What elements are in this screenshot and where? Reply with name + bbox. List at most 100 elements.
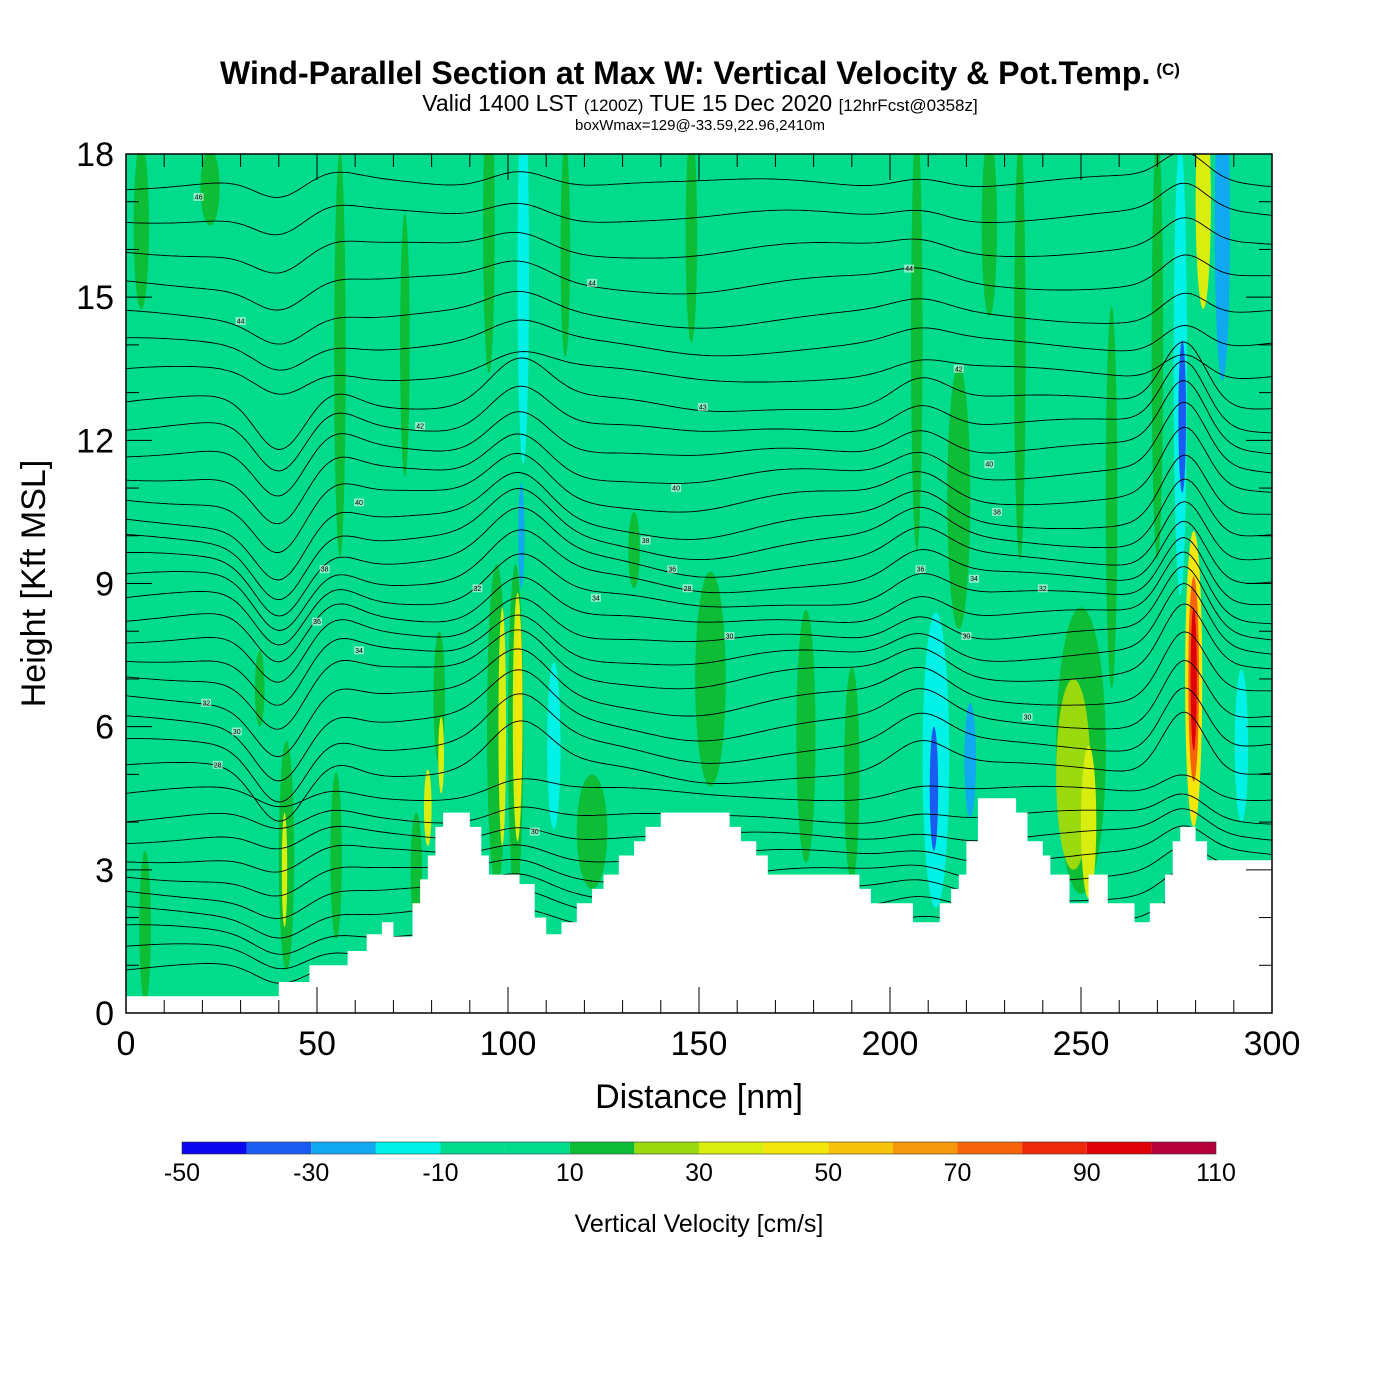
isentrope-label-24: 36: [917, 567, 925, 574]
w-feature-39: [929, 726, 939, 851]
isentrope-label-bg-17: [682, 584, 693, 593]
x-axis-label: Distance [nm]: [595, 1078, 803, 1116]
forecast-info: [12hrFcst@0358z]: [838, 96, 978, 115]
isentrope-label-bg-2: [415, 422, 426, 431]
isentrope-21: [126, 478, 1272, 601]
isentrope-label-15: 38: [642, 538, 650, 545]
valid-date: TUE 15 Dec 2020: [649, 90, 833, 116]
w-feature-7: [334, 154, 346, 558]
x-tick-label-200: 200: [862, 1025, 919, 1063]
isentrope-26: [126, 360, 1272, 472]
isentrope-label-bg-28: [1022, 713, 1033, 722]
y-tick-label-18: 18: [76, 136, 114, 174]
isentrope-9: [126, 774, 1272, 808]
isentrope-16: [126, 566, 1272, 683]
isentrope-label-4: 38: [321, 567, 329, 574]
isentrope-29: [126, 319, 1272, 371]
isentrope-label-bg-5: [312, 617, 322, 626]
w-feature-21: [536, 154, 549, 274]
w-feature-19: [517, 154, 530, 465]
w-feature-41: [947, 366, 971, 629]
isentrope-label-bg-22: [984, 460, 995, 469]
isentrope-label-0: 46: [195, 194, 203, 201]
isentrope-label-1: 44: [237, 319, 245, 326]
isentrope-label-bg-4: [319, 565, 330, 574]
y-tick-label-12: 12: [76, 422, 114, 460]
colorbar-frame: [181, 1141, 1217, 1155]
w-feature-56: [1195, 154, 1211, 310]
colorbar-bin-2: [311, 1142, 376, 1154]
w-feature-42: [970, 301, 986, 484]
colorbar-bin-10: [828, 1142, 893, 1154]
colorbar-bin-3: [375, 1142, 441, 1154]
w-feature-3: [254, 650, 265, 727]
isentrope-label-bg-25: [969, 574, 980, 583]
w-feature-27: [576, 774, 608, 889]
isentrope-23: [126, 426, 1272, 553]
isentrope-label-11: 30: [531, 829, 539, 836]
isentrope-label-bg-24: [915, 565, 926, 574]
isentrope-11: [126, 687, 1272, 803]
isentrope-label-bg-18: [590, 593, 601, 602]
box-wmax-info: boxWmax=129@-33.59,22.96,2410m: [575, 117, 825, 134]
isentrope-label-9: 28: [214, 762, 222, 769]
isentrope-labels: 46 44 42 40 38 36 34 32 30 28 32 30 44 43 40 38 36 28 34 30…: [193, 192, 1048, 836]
isentrope-label-bg-7: [201, 698, 212, 707]
isentrope-label-25: 34: [970, 576, 978, 583]
isentrope-label-bg-26: [1037, 584, 1048, 593]
w-feature-20: [518, 483, 525, 589]
w-feature-15: [498, 607, 507, 846]
w-feature-9: [410, 812, 423, 928]
isentrope-label-8: 30: [233, 729, 241, 736]
w-feature-31: [685, 154, 698, 343]
y-tick-label-9: 9: [95, 566, 114, 604]
x-tick-label-0: 0: [117, 1025, 136, 1063]
isentrope-30: [126, 290, 1272, 345]
w-feature-36: [847, 154, 864, 331]
x-tick-label-300: 300: [1244, 1025, 1301, 1063]
isentrope-label-16: 36: [668, 567, 676, 574]
isentrope-label-6: 34: [355, 648, 363, 655]
isentrope-label-14: 40: [672, 486, 680, 493]
w-feature-30: [647, 616, 675, 741]
colorbar-bin-9: [763, 1142, 829, 1154]
w-feature-12: [438, 717, 445, 794]
terrain-mask: [126, 798, 1272, 1013]
isentrope-label-bg-0: [193, 192, 204, 201]
colorbar-bin-5: [505, 1142, 570, 1154]
colorbar-tick-label-8: 110: [1196, 1159, 1236, 1187]
w-feature-33: [758, 154, 770, 331]
isentrope-20: [126, 501, 1272, 617]
isentrope-31: [126, 254, 1272, 311]
colorbar-bin-12: [957, 1142, 1023, 1154]
colorbar-bin-8: [699, 1142, 764, 1154]
valid-zulu: (1200Z): [583, 96, 644, 115]
isentrope-12: [126, 660, 1272, 782]
colorbar-label: Vertical Velocity [cm/s]: [575, 1210, 824, 1238]
w-feature-34: [796, 609, 816, 863]
w-feature-57: [1214, 154, 1230, 381]
isentrope-label-13: 43: [699, 404, 707, 411]
colorbar-tick-label-0: -50: [164, 1159, 200, 1187]
isentrope-label-12: 44: [588, 280, 596, 287]
isentrope-label-26: 32: [1039, 586, 1047, 593]
isentrope-label-22: 40: [985, 462, 993, 469]
w-feature-44: [1014, 154, 1026, 560]
isentrope-label-bg-12: [587, 278, 598, 287]
w-feature-2: [200, 154, 220, 226]
w-feature-1: [133, 154, 149, 310]
isentrope-label-bg-27: [961, 631, 972, 640]
w-feature-28: [628, 511, 640, 589]
vertical-velocity-field: [133, 154, 1265, 1004]
isentrope-18: [126, 537, 1272, 646]
isentrope-19: [126, 520, 1272, 631]
colorbar-bin-15: [1151, 1142, 1216, 1154]
x-tick-label-150: 150: [671, 1025, 728, 1063]
isentrope-label-bg-8: [231, 727, 242, 736]
isentrope-label-bg-14: [671, 484, 682, 493]
isentrope-label-19: 30: [726, 633, 734, 640]
isentrope-label-18: 34: [592, 595, 600, 602]
isentrope-label-bg-1: [235, 317, 246, 326]
colorbar-tick-label-1: -30: [293, 1159, 329, 1187]
colorbar-tick-label-5: 50: [814, 1159, 842, 1187]
